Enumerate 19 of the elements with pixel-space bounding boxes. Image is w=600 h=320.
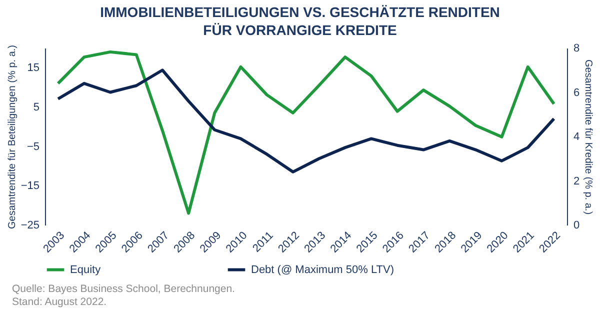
text: Stand: August 2022. [12,296,108,309]
line-series [56,68,556,174]
y-tick-label: 15 [27,62,40,74]
y2-tick-label: 6 [574,86,580,99]
y-tick-label: 5 [33,102,40,114]
line-series [56,50,556,215]
legend-label: Equity [70,264,102,276]
y2-tick-label: 8 [574,42,580,54]
y-axis-title: Gesamtrendite für Beteiligungen (% p. a.) [6,45,18,229]
source-note: Quelle: Bayes Business School, Berechnungen. [12,283,235,296]
y-tick-label: −15 [20,180,40,192]
y2-tick-label: 4 [574,131,580,143]
y2-axis-title: Gesamtrendite für Kredite (% p. a.) [582,59,594,215]
y2-tick-label: 0 [574,220,580,232]
y-tick-label: −25 [20,220,40,232]
y2-tick-label: 2 [574,175,580,188]
legend-label: Debt (@ Maximum 50% LTV) [251,264,394,276]
y-tick-label: −5 [26,140,40,153]
chart-title: IMMOBILIENBETEILIGUNGEN VS. GESCHÄTZTE RENDITEN FÜR VORRANGIGE KREDITE [99,3,501,39]
